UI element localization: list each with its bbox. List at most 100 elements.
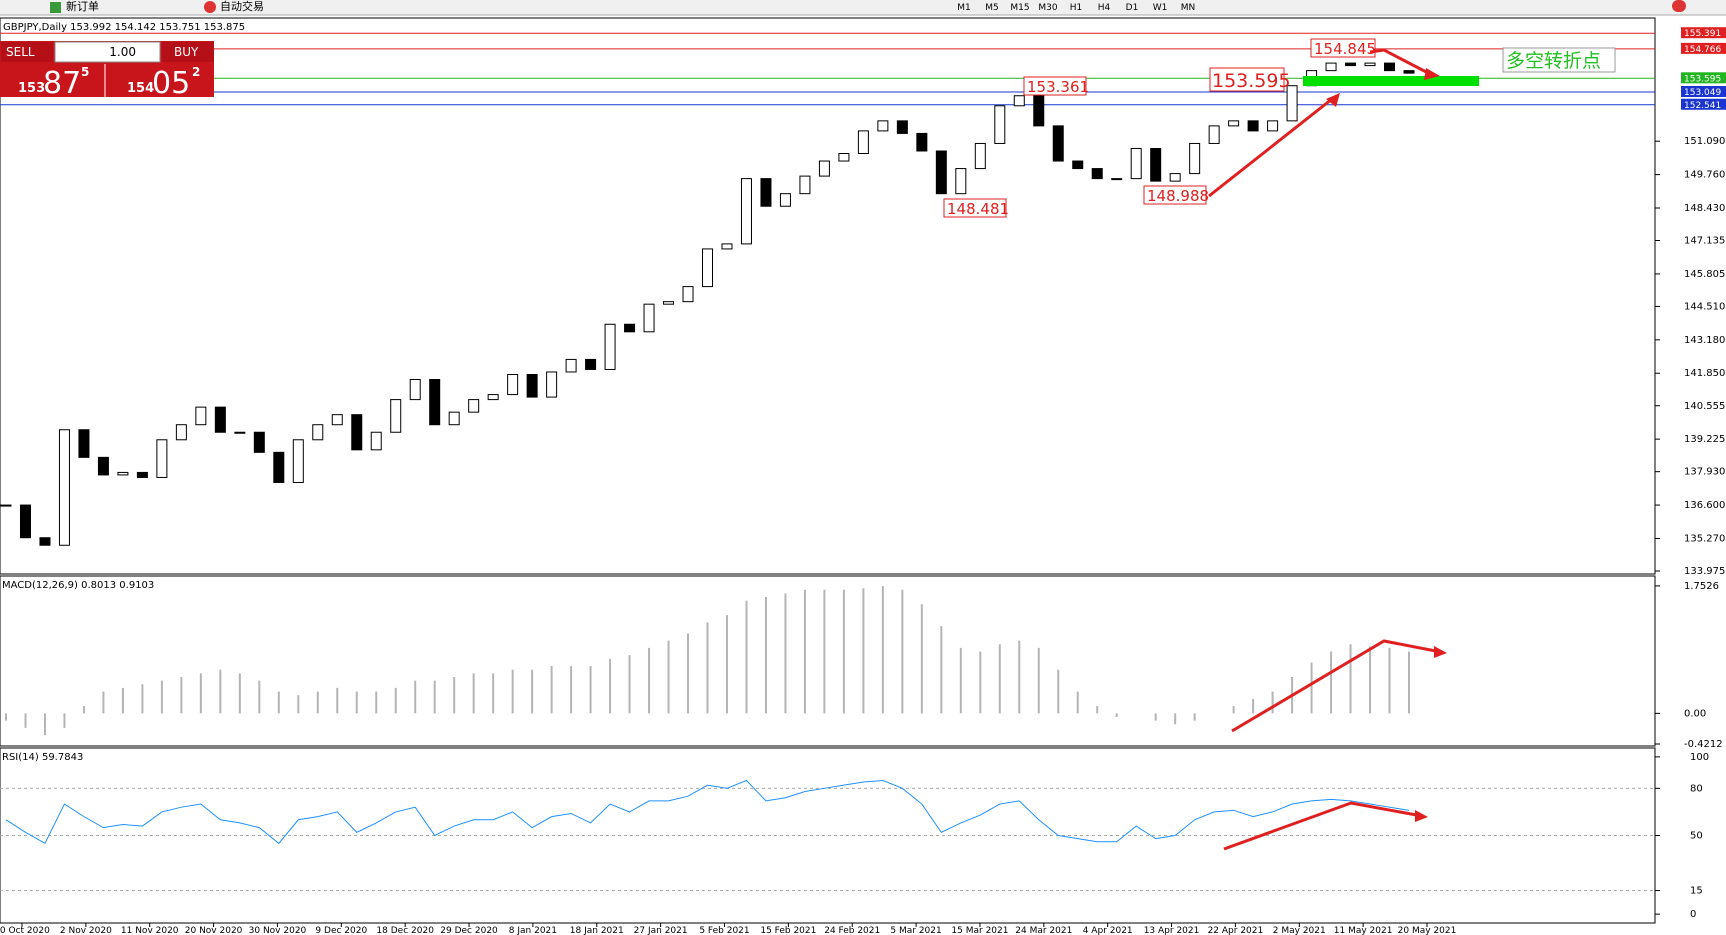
candle [370, 431, 382, 451]
turning-level-bar [1303, 76, 1479, 86]
x-tick-label: 5 Mar 2021 [890, 926, 941, 935]
y-tick-label: 15 [1690, 886, 1703, 897]
sell-label[interactable]: SELL [6, 45, 35, 59]
candle [877, 120, 889, 132]
level-label: 155.391 [1684, 29, 1721, 39]
candle [97, 456, 109, 476]
annotation-box [1143, 185, 1207, 205]
x-tick-label: 30 Nov 2020 [249, 926, 307, 935]
candle [117, 471, 129, 476]
timeframe-button[interactable]: M5 [985, 3, 999, 13]
timeframe-button[interactable]: H4 [1098, 3, 1111, 13]
x-tick-label: 20 Nov 2020 [185, 926, 243, 935]
level-label: 153.049 [1684, 88, 1721, 98]
buy-button[interactable] [162, 42, 214, 62]
level-label: 154.766 [1684, 45, 1721, 55]
timeframe-button[interactable]: H1 [1070, 3, 1083, 13]
candle [487, 394, 499, 401]
timeframe-button[interactable]: M15 [1010, 3, 1029, 13]
candle [604, 323, 616, 370]
candle [1228, 120, 1240, 127]
timeframe-bar: M1 M5 M15 M30 H1 H4 D1 W1 MN [957, 3, 1195, 13]
candle [214, 406, 226, 433]
new-order-icon[interactable] [50, 2, 61, 13]
lot-value[interactable]: 1.00 [109, 45, 136, 59]
arrow-heads [1326, 68, 1447, 822]
level-label: 152.541 [1684, 101, 1721, 111]
alert-icon[interactable] [1672, 0, 1686, 12]
candle [1169, 173, 1181, 182]
timeframe-button[interactable]: M1 [957, 3, 971, 13]
arrow [1223, 801, 1423, 851]
arrow [1231, 639, 1442, 733]
arrows [1208, 48, 1442, 851]
x-tick-label: 24 Mar 2021 [1015, 926, 1072, 935]
candle [195, 406, 207, 426]
x-tick-label: 11 Nov 2020 [121, 926, 179, 935]
candle [663, 301, 675, 305]
candle [253, 431, 265, 453]
timeframe-button[interactable]: MN [1181, 3, 1196, 13]
sell-button[interactable] [1, 42, 53, 62]
x-tick-label: 24 Feb 2021 [824, 926, 880, 935]
level-tag [1681, 72, 1726, 84]
timeframe-button[interactable]: D1 [1126, 3, 1139, 13]
new-order-button[interactable]: 新订单 [66, 0, 99, 13]
y-tick-label: -0.4212 [1684, 739, 1723, 750]
candle [1403, 70, 1415, 74]
arrow [1369, 48, 1433, 77]
candle [156, 439, 168, 478]
macd-panel [0, 575, 1656, 747]
annotation: 153.595 [1212, 70, 1291, 92]
level-tag [1681, 42, 1726, 54]
candle [546, 371, 558, 398]
y-tick-label: 1.7526 [1684, 581, 1719, 592]
candle [955, 168, 967, 195]
candle [935, 150, 947, 195]
candle [351, 414, 363, 451]
candle [1013, 95, 1025, 107]
candle [818, 160, 830, 177]
timeframe-button[interactable]: M30 [1038, 3, 1057, 13]
y-tick-label: 137.930 [1684, 467, 1725, 478]
candle [1208, 125, 1220, 144]
turning-point-note: 多空转折点 [1506, 50, 1601, 72]
auto-trading-button[interactable]: 自动交易 [220, 0, 264, 13]
candle [58, 429, 70, 546]
candle [234, 431, 246, 434]
macd-plot: 1.7526 0.00 -0.4212 [5, 581, 1723, 750]
y-tick-label: 100 [1690, 752, 1709, 763]
note-box [1502, 47, 1616, 73]
candle [1286, 85, 1298, 122]
candle [1052, 125, 1064, 162]
buy-label[interactable]: BUY [174, 45, 199, 59]
candle [1091, 168, 1103, 180]
candle [1364, 62, 1376, 67]
candle [974, 142, 986, 170]
bid-small: 5 [81, 65, 89, 79]
y-tick-label: 139.225 [1684, 434, 1725, 445]
candle [896, 120, 908, 134]
x-tick-label: 22 Apr 2021 [1208, 926, 1264, 935]
candle [565, 358, 577, 373]
candle [448, 411, 460, 426]
rsi-label: RSI(14) 59.7843 [2, 752, 83, 763]
x-tick-label: 2 Nov 2020 [60, 926, 112, 935]
y-tick-label: 151.090 [1684, 136, 1725, 147]
arrow-head [1415, 810, 1428, 822]
x-tick-label: 9 Dec 2020 [315, 926, 367, 935]
lot-input[interactable] [54, 41, 161, 63]
auto-trading-icon[interactable] [204, 1, 216, 13]
x-tick-label: 15 Mar 2021 [951, 926, 1008, 935]
y-tick-label: 143.180 [1684, 335, 1725, 346]
ask-small: 2 [192, 65, 200, 79]
rsi-plot: 100 80 50 15 0 [0, 752, 1709, 920]
ask-big: 154 [127, 81, 154, 96]
candle [312, 424, 324, 441]
candle [838, 153, 850, 162]
timeframe-button[interactable]: W1 [1153, 3, 1168, 13]
candle [1130, 147, 1142, 180]
candle [292, 439, 304, 483]
candle [273, 451, 285, 483]
